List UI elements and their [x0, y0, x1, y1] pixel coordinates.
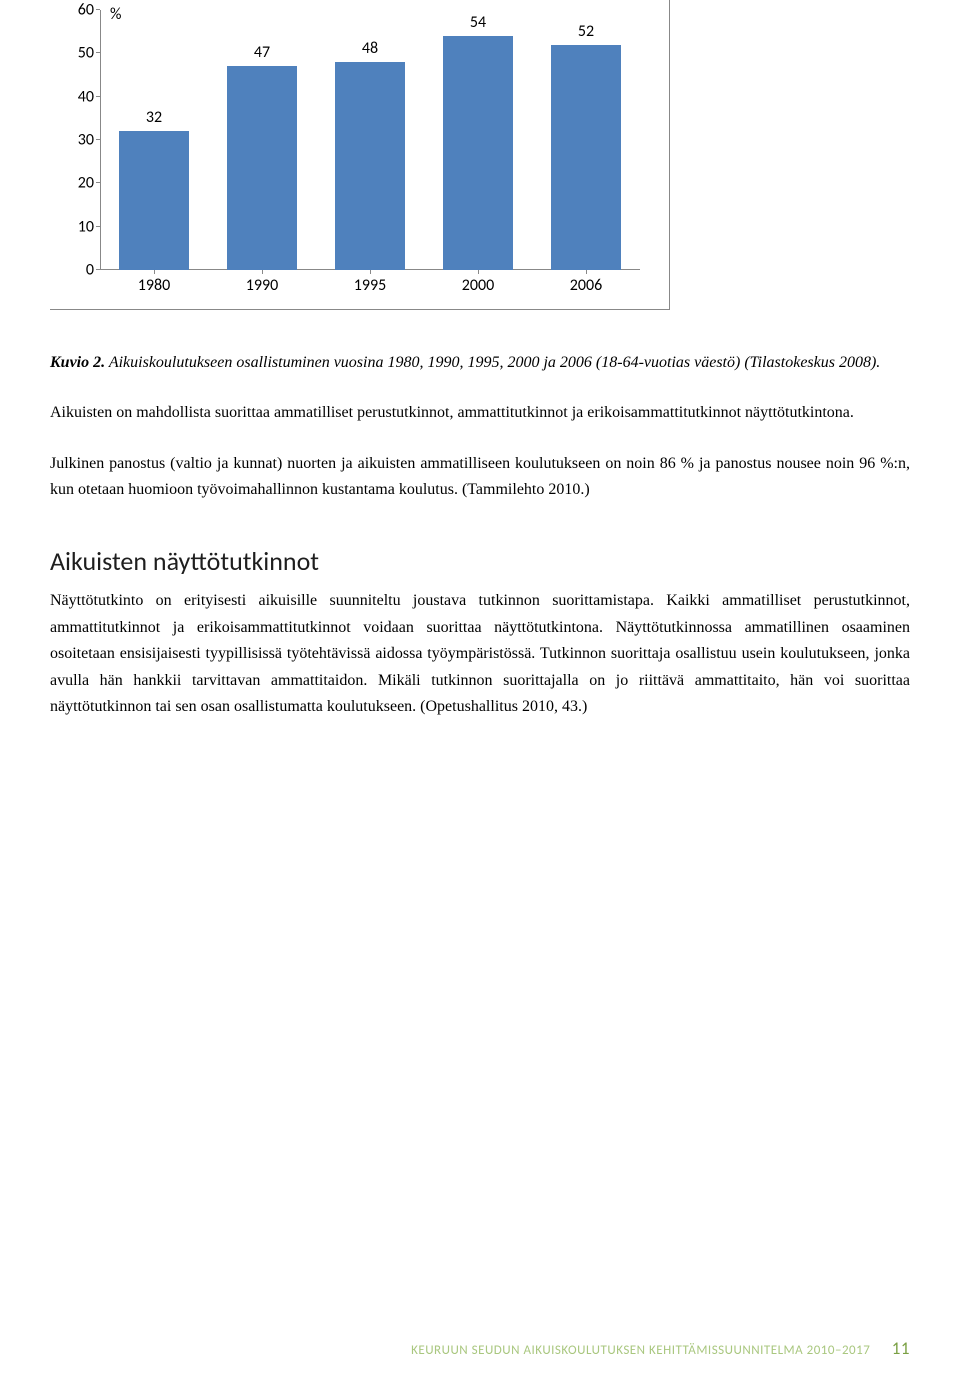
chart-bar: 48 — [335, 62, 405, 270]
bar-value-label: 47 — [254, 43, 270, 62]
y-tick — [96, 269, 100, 270]
x-tick-label: 2006 — [570, 276, 602, 295]
y-tick — [96, 226, 100, 227]
chart-plot-area: 0102030405060321980471990481995542000522… — [100, 10, 640, 270]
caption-lead: Kuvio 2. — [50, 354, 105, 371]
x-tick-label: 1980 — [138, 276, 170, 295]
y-tick — [96, 52, 100, 53]
x-tick-label: 2000 — [462, 276, 494, 295]
page-number: 11 — [892, 1338, 910, 1359]
y-tick-label: 40 — [64, 87, 94, 106]
x-tick-label: 1995 — [354, 276, 386, 295]
y-tick — [96, 96, 100, 97]
bar-value-label: 32 — [146, 108, 162, 127]
paragraph: Aikuisten on mahdollista suorittaa ammat… — [50, 400, 910, 426]
y-axis — [100, 10, 101, 270]
x-tick — [370, 270, 371, 274]
x-tick-label: 1990 — [246, 276, 278, 295]
section-heading: Aikuisten näyttötutkinnot — [50, 540, 910, 583]
chart-bar: 32 — [119, 131, 189, 270]
bar-value-label: 52 — [578, 22, 594, 41]
y-tick-label: 60 — [64, 1, 94, 20]
chart-bar: 47 — [227, 66, 297, 270]
paragraph: Julkinen panostus (valtio ja kunnat) nuo… — [50, 451, 910, 504]
footer-text: KEURUUN SEUDUN AIKUISKOULUTUKSEN KEHITTÄ… — [411, 1343, 870, 1358]
document-body: Kuvio 2. Aikuiskoulutukseen osallistumin… — [50, 350, 910, 744]
paragraph: Näyttötutkinto on erityisesti aikuisille… — [50, 588, 910, 720]
x-tick — [586, 270, 587, 274]
x-tick — [262, 270, 263, 274]
chart-bar: 52 — [551, 45, 621, 270]
chart-container: % 01020304050603219804719904819955420005… — [50, 0, 670, 310]
caption-text: Aikuiskoulutukseen osallistuminen vuosin… — [105, 354, 880, 371]
page-footer: KEURUUN SEUDUN AIKUISKOULUTUKSEN KEHITTÄ… — [411, 1338, 910, 1359]
y-tick-label: 10 — [64, 217, 94, 236]
bar-value-label: 48 — [362, 39, 378, 58]
y-tick-label: 30 — [64, 131, 94, 150]
chart-bar: 54 — [443, 36, 513, 270]
y-tick — [96, 182, 100, 183]
y-tick — [96, 139, 100, 140]
y-tick-label: 0 — [64, 261, 94, 280]
x-tick — [154, 270, 155, 274]
y-tick-label: 50 — [64, 44, 94, 63]
y-tick-label: 20 — [64, 174, 94, 193]
bar-value-label: 54 — [470, 13, 486, 32]
x-tick — [478, 270, 479, 274]
y-tick — [96, 9, 100, 10]
figure-caption: Kuvio 2. Aikuiskoulutukseen osallistumin… — [50, 350, 910, 376]
